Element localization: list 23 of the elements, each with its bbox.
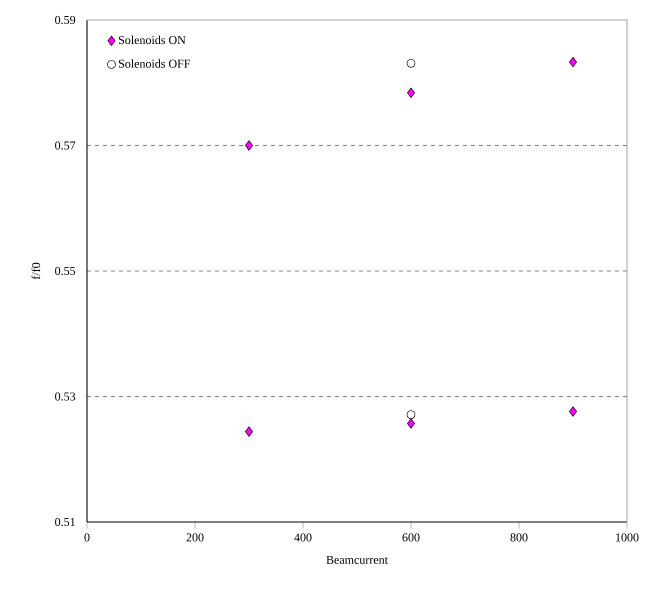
x-tick-label: 600	[402, 533, 420, 542]
x-tick-label: 200	[186, 533, 204, 542]
y-tick-label: 0.57	[55, 141, 76, 150]
x-tick-label: 0	[84, 533, 90, 542]
point	[245, 140, 253, 151]
point	[245, 426, 253, 437]
y-axis-title: f/f0	[32, 262, 40, 280]
point	[407, 88, 415, 98]
point	[406, 58, 416, 68]
y-tick-label: 0.59	[55, 16, 76, 24]
x-axis-title: Beamcurrent	[326, 556, 388, 564]
point	[569, 406, 577, 417]
point	[569, 56, 577, 68]
y-tick-label: 0.53	[55, 392, 76, 401]
legend-label: Solenoids ON	[118, 36, 186, 44]
y-tick-label: 0.51	[55, 518, 75, 526]
point	[406, 410, 416, 420]
x-tick-label: 400	[294, 533, 312, 542]
legend-label: Solenoids OFF	[118, 59, 190, 68]
y-tick-label: 0.55	[55, 266, 76, 276]
point	[407, 418, 415, 429]
x-tick-label: 800	[510, 533, 528, 542]
x-tick-label: 1000	[616, 533, 639, 542]
